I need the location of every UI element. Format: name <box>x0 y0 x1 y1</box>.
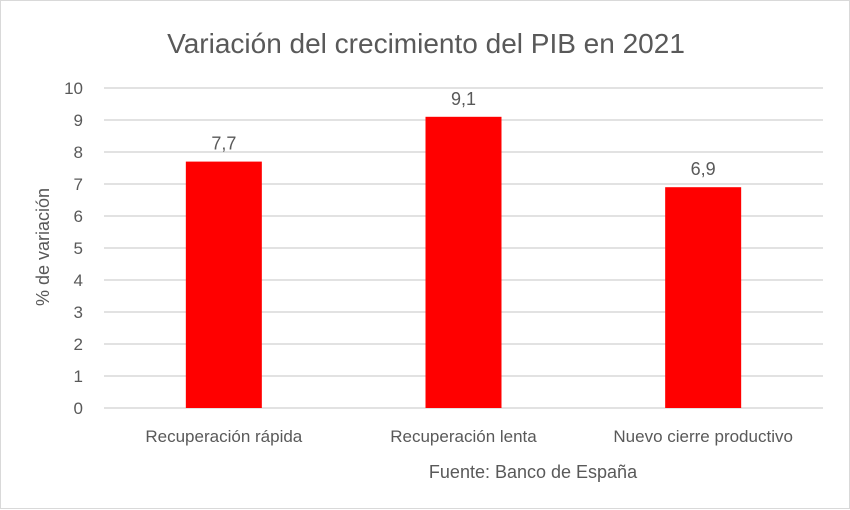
data-label: 9,1 <box>451 89 476 109</box>
x-tick-label: Recuperación lenta <box>390 427 537 446</box>
chart-title: Variación del crecimiento del PIB en 202… <box>167 28 685 59</box>
data-label: 7,7 <box>211 134 236 154</box>
y-tick-label: 0 <box>74 399 83 418</box>
y-tick-label: 1 <box>74 367 83 386</box>
bar <box>425 116 502 409</box>
data-label: 6,9 <box>691 159 716 179</box>
y-axis-label: % de variación <box>33 188 53 306</box>
x-tick-label: Nuevo cierre productivo <box>613 427 793 446</box>
y-tick-label: 7 <box>74 175 83 194</box>
bar <box>665 187 742 408</box>
y-tick-label: 4 <box>74 271 83 290</box>
y-tick-label: 8 <box>74 143 83 162</box>
y-tick-label: 3 <box>74 303 83 322</box>
bar <box>185 161 262 408</box>
y-tick-label: 9 <box>74 111 83 130</box>
y-tick-label: 2 <box>74 335 83 354</box>
y-tick-label: 6 <box>74 207 83 226</box>
y-tick-label: 10 <box>64 79 83 98</box>
x-tick-label: Recuperación rápida <box>145 427 302 446</box>
y-tick-label: 5 <box>74 239 83 258</box>
x-axis-label: Fuente: Banco de España <box>429 462 638 482</box>
